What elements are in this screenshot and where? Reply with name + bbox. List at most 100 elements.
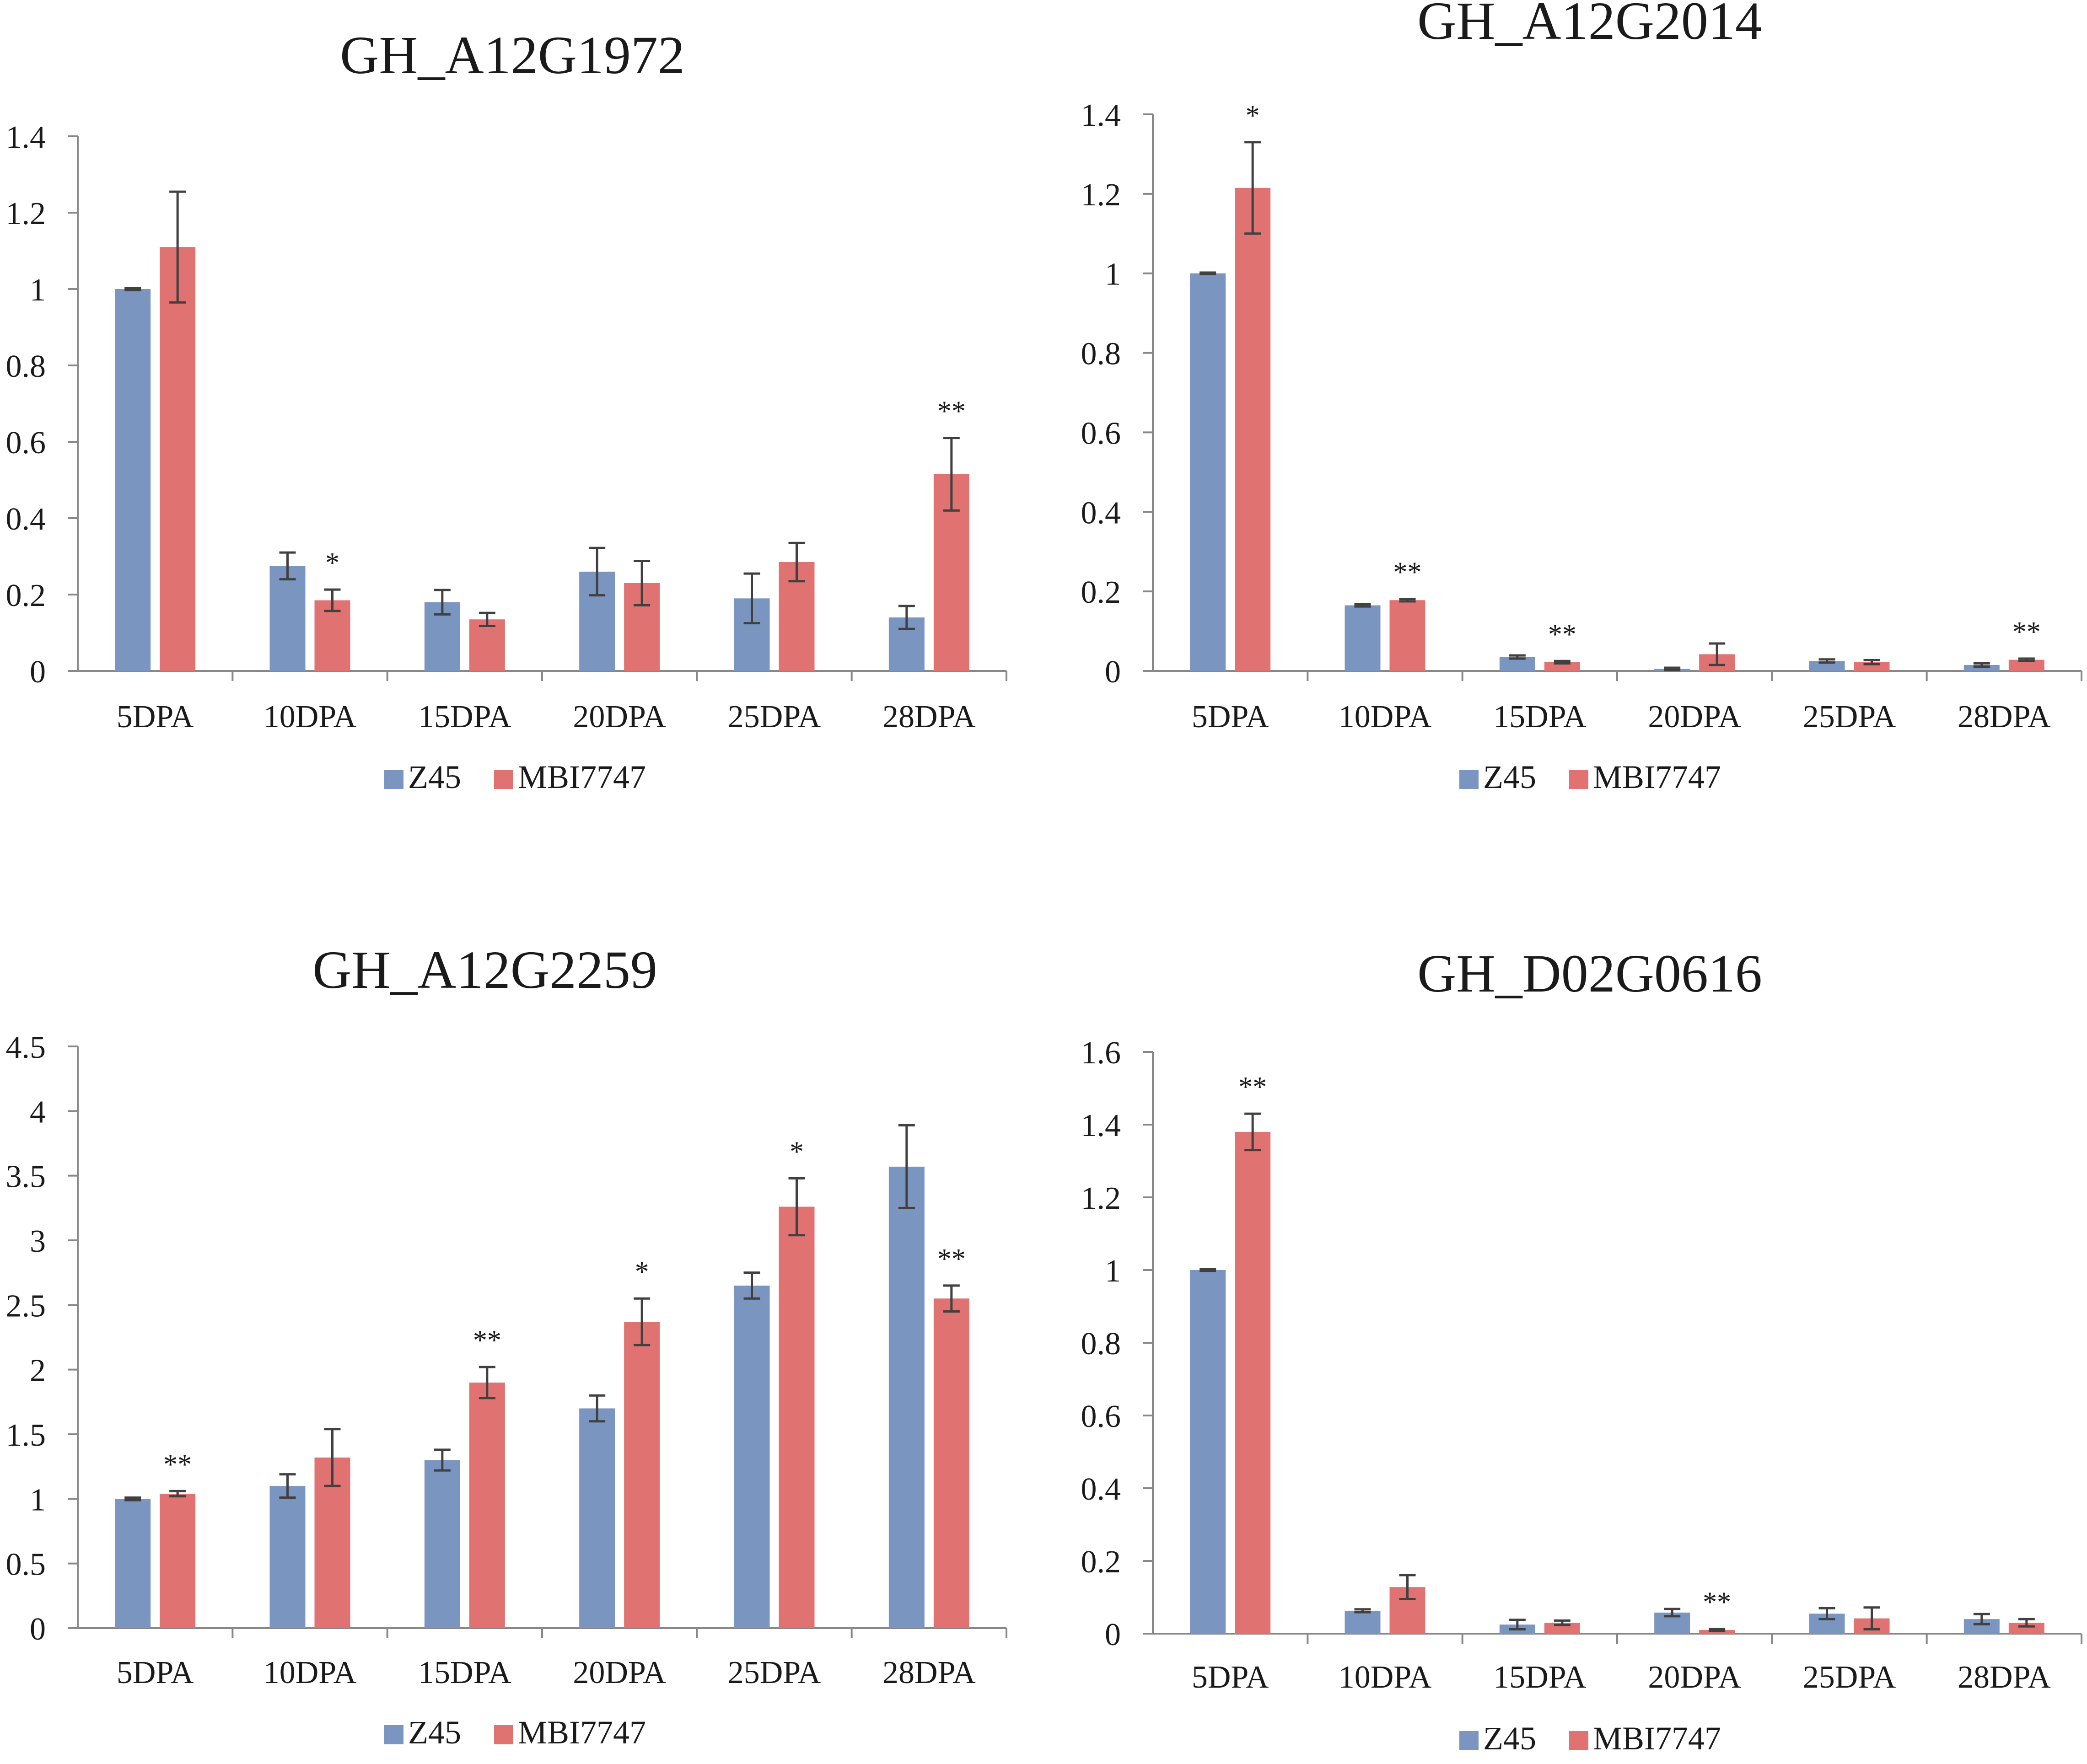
y-tick-label: 1 bbox=[30, 273, 46, 308]
significance-marker: ** bbox=[1238, 1072, 1267, 1103]
legend-swatch-z45 bbox=[384, 1725, 403, 1744]
bar-z45 bbox=[888, 1166, 925, 1628]
x-tick-label: 25DPA bbox=[728, 1655, 821, 1690]
x-tick-label: 15DPA bbox=[418, 699, 511, 735]
y-tick-label: 2.5 bbox=[6, 1288, 46, 1324]
y-tick-label: 0.4 bbox=[6, 502, 46, 537]
bar-z45 bbox=[1345, 1610, 1381, 1634]
bar-z45 bbox=[115, 289, 151, 671]
y-tick-label: 0.4 bbox=[1081, 495, 1121, 531]
y-tick-label: 1.4 bbox=[1081, 98, 1121, 133]
y-tick-label: 1.2 bbox=[6, 196, 46, 231]
y-tick-label: 0.6 bbox=[1081, 1399, 1121, 1434]
significance-marker: ** bbox=[163, 1449, 192, 1480]
bar-mbi7747 bbox=[160, 1494, 196, 1628]
significance-marker: * bbox=[635, 1256, 649, 1287]
legend-label-mbi7747: MBI7747 bbox=[518, 759, 646, 795]
legend-swatch-z45 bbox=[1459, 1731, 1479, 1750]
bar-z45 bbox=[579, 1408, 615, 1628]
legend-swatch-z45 bbox=[1459, 770, 1479, 789]
bar-mbi7747 bbox=[1544, 1623, 1580, 1634]
bar-z45 bbox=[1809, 661, 1845, 671]
chart-title: GH_D02G0616 bbox=[1417, 944, 1762, 1003]
y-tick-label: 1.6 bbox=[1081, 1035, 1121, 1071]
bar-mbi7747 bbox=[1235, 188, 1271, 671]
significance-marker: ** bbox=[937, 396, 966, 427]
legend-swatch-mbi7747 bbox=[1569, 770, 1588, 789]
x-tick-label: 28DPA bbox=[882, 699, 976, 735]
bar-z45 bbox=[1345, 605, 1381, 671]
bar-z45 bbox=[734, 1285, 770, 1628]
chart-title: GH_A12G1972 bbox=[340, 25, 685, 85]
legend-label-mbi7747: MBI7747 bbox=[1593, 1720, 1721, 1757]
x-tick-label: 5DPA bbox=[1192, 699, 1269, 735]
x-tick-label: 5DPA bbox=[1192, 1660, 1269, 1695]
y-tick-label: 1.2 bbox=[1081, 177, 1121, 213]
y-tick-label: 0 bbox=[1105, 654, 1121, 690]
x-tick-label: 20DPA bbox=[1648, 1660, 1741, 1695]
legend-label-z45: Z45 bbox=[1483, 759, 1536, 795]
y-tick-label: 1 bbox=[1105, 257, 1121, 292]
significance-marker: * bbox=[1246, 100, 1260, 131]
legend-label-z45: Z45 bbox=[408, 1714, 461, 1751]
x-tick-label: 28DPA bbox=[882, 1655, 976, 1690]
y-tick-label: 2 bbox=[30, 1353, 46, 1389]
legend-label-z45: Z45 bbox=[408, 759, 461, 795]
y-tick-label: 1 bbox=[30, 1482, 46, 1517]
significance-marker: * bbox=[790, 1136, 804, 1167]
x-tick-label: 20DPA bbox=[1648, 699, 1741, 735]
y-tick-label: 1 bbox=[1105, 1254, 1121, 1289]
y-tick-label: 1.2 bbox=[1081, 1181, 1121, 1216]
x-tick-label: 20DPA bbox=[573, 699, 666, 735]
x-tick-label: 25DPA bbox=[728, 699, 821, 735]
bar-z45 bbox=[1963, 665, 2000, 671]
y-tick-label: 0.8 bbox=[6, 349, 46, 384]
significance-marker: ** bbox=[473, 1325, 501, 1356]
y-tick-label: 1.5 bbox=[6, 1418, 46, 1453]
x-tick-label: 28DPA bbox=[1958, 1660, 2051, 1695]
x-tick-label: 10DPA bbox=[1339, 1660, 1432, 1695]
bar-mbi7747 bbox=[2008, 1623, 2044, 1634]
legend-label-mbi7747: MBI7747 bbox=[1593, 759, 1721, 795]
chart-title: GH_A12G2014 bbox=[1417, 0, 1762, 51]
bar-mbi7747 bbox=[1235, 1131, 1271, 1634]
x-tick-label: 15DPA bbox=[1493, 699, 1587, 735]
chart-title: GH_A12G2259 bbox=[312, 940, 657, 1000]
bar-mbi7747 bbox=[933, 1298, 969, 1628]
x-tick-label: 10DPA bbox=[264, 699, 357, 735]
y-tick-label: 0 bbox=[1105, 1617, 1121, 1652]
significance-marker: ** bbox=[2012, 617, 2041, 648]
y-tick-label: 0.5 bbox=[6, 1547, 46, 1582]
significance-marker: ** bbox=[1393, 557, 1422, 588]
x-tick-label: 15DPA bbox=[1493, 1660, 1587, 1695]
bar-mbi7747 bbox=[1389, 600, 1425, 671]
y-tick-label: 1.4 bbox=[6, 120, 46, 155]
x-tick-label: 25DPA bbox=[1803, 1660, 1896, 1695]
x-tick-label: 5DPA bbox=[117, 699, 194, 735]
significance-marker: * bbox=[325, 547, 339, 579]
y-tick-label: 1.4 bbox=[1081, 1108, 1121, 1143]
bar-z45 bbox=[424, 1460, 460, 1628]
x-tick-label: 10DPA bbox=[1339, 699, 1432, 735]
bar-mbi7747 bbox=[469, 619, 505, 671]
y-tick-label: 0.6 bbox=[1081, 416, 1121, 451]
bar-mbi7747 bbox=[1854, 662, 1890, 671]
legend-swatch-mbi7747 bbox=[494, 770, 513, 789]
x-tick-label: 25DPA bbox=[1803, 699, 1896, 735]
y-tick-label: 0.2 bbox=[6, 578, 46, 613]
x-tick-label: 28DPA bbox=[1958, 699, 2051, 735]
bar-z45 bbox=[1190, 1270, 1226, 1634]
y-tick-label: 0.2 bbox=[1081, 1544, 1121, 1580]
y-tick-label: 0.2 bbox=[1081, 575, 1121, 610]
bar-mbi7747 bbox=[624, 1322, 660, 1628]
y-tick-label: 4 bbox=[30, 1094, 46, 1130]
legend-label-z45: Z45 bbox=[1483, 1720, 1536, 1757]
x-tick-label: 5DPA bbox=[117, 1655, 194, 1690]
y-tick-label: 0.8 bbox=[1081, 1326, 1121, 1362]
significance-marker: ** bbox=[1548, 619, 1576, 650]
x-tick-label: 15DPA bbox=[418, 1655, 511, 1690]
y-tick-label: 4.5 bbox=[6, 1030, 46, 1065]
y-tick-label: 0.4 bbox=[1081, 1472, 1121, 1507]
legend-swatch-mbi7747 bbox=[494, 1725, 513, 1744]
y-tick-label: 0.8 bbox=[1081, 337, 1121, 372]
